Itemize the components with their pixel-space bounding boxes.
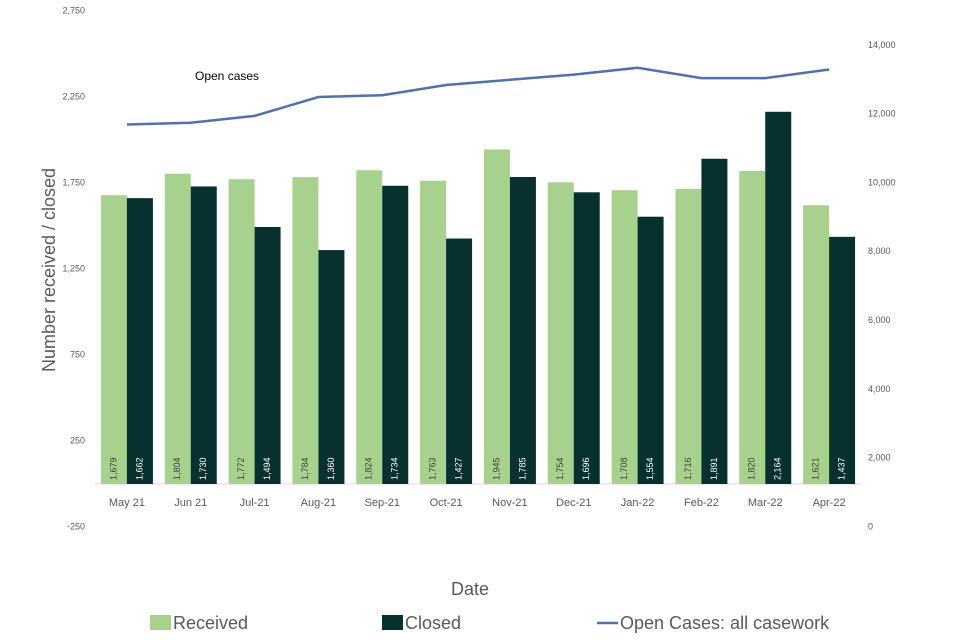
data-label: 1,754 bbox=[555, 457, 565, 480]
bar bbox=[228, 179, 255, 484]
y2-tick-label: 12,000 bbox=[868, 109, 896, 119]
y2-tick-label: 4,000 bbox=[868, 384, 891, 394]
data-label: 1,763 bbox=[427, 457, 437, 480]
x-tick-label: Dec-21 bbox=[556, 497, 591, 509]
y2-tick-label: 8,000 bbox=[868, 246, 891, 256]
y-tick-label: 750 bbox=[70, 349, 85, 359]
x-tick-label: Jun 21 bbox=[174, 497, 207, 509]
legend-swatch bbox=[382, 615, 403, 630]
data-label: 1,494 bbox=[262, 457, 272, 480]
x-tick-label: Apr-22 bbox=[813, 497, 846, 509]
y-tick-label: 1,250 bbox=[62, 263, 85, 273]
y-tick-label: -250 bbox=[67, 521, 85, 531]
bar bbox=[509, 176, 536, 485]
bar bbox=[547, 182, 574, 484]
bar bbox=[611, 190, 638, 484]
legend-label: Open Cases: all casework bbox=[620, 613, 830, 633]
bar bbox=[100, 195, 127, 484]
data-label: 1,804 bbox=[172, 457, 182, 480]
x-tick-label: Feb-22 bbox=[684, 497, 719, 509]
data-label: 1,679 bbox=[108, 457, 118, 480]
bar bbox=[356, 170, 383, 484]
bar bbox=[446, 238, 473, 484]
data-label: 1,891 bbox=[709, 457, 719, 480]
x-axis-title: Date bbox=[451, 579, 489, 599]
data-label: 1,772 bbox=[236, 457, 246, 480]
data-label: 1,734 bbox=[390, 457, 400, 480]
legend-swatch bbox=[150, 615, 171, 630]
bar bbox=[637, 216, 664, 484]
bar bbox=[190, 186, 217, 484]
bar bbox=[382, 185, 409, 484]
bar bbox=[829, 236, 856, 484]
data-label: 1,730 bbox=[198, 457, 208, 480]
line bbox=[126, 66, 830, 126]
x-tick-label: Sep-21 bbox=[365, 497, 400, 509]
y-tick-label: 2,250 bbox=[62, 91, 85, 101]
bar bbox=[164, 173, 191, 484]
bar bbox=[292, 177, 319, 485]
data-label: 1,437 bbox=[836, 457, 846, 480]
data-label: 1,696 bbox=[581, 457, 591, 480]
bar bbox=[126, 198, 153, 485]
data-label: 1,708 bbox=[619, 457, 629, 480]
bar bbox=[701, 158, 728, 485]
data-label: 1,716 bbox=[683, 457, 693, 480]
data-label: 1,824 bbox=[364, 457, 374, 480]
data-label: 1,554 bbox=[645, 457, 655, 480]
y2-tick-label: 0 bbox=[868, 521, 873, 531]
y2-tick-label: 6,000 bbox=[868, 315, 891, 325]
data-label: 1,945 bbox=[491, 457, 501, 480]
bar bbox=[483, 149, 510, 484]
data-label: 1,427 bbox=[453, 457, 463, 480]
y2-tick-label: 14,000 bbox=[868, 40, 896, 50]
bar bbox=[318, 250, 345, 484]
bar bbox=[420, 180, 447, 485]
x-tick-label: Jan-22 bbox=[621, 497, 655, 509]
x-tick-label: May 21 bbox=[109, 497, 145, 509]
legend-label: Closed bbox=[405, 613, 461, 633]
x-tick-label: Mar-22 bbox=[748, 497, 783, 509]
y-tick-label: 1,750 bbox=[62, 177, 85, 187]
y2-tick-label: 2,000 bbox=[868, 453, 891, 463]
legend-label: Received bbox=[173, 613, 248, 633]
data-label: 1,785 bbox=[517, 457, 527, 480]
data-label: 1,360 bbox=[326, 457, 336, 480]
data-label: 1,662 bbox=[134, 457, 144, 480]
bar bbox=[573, 192, 600, 484]
bar bbox=[803, 205, 830, 485]
y-tick-label: 2,750 bbox=[62, 5, 85, 15]
x-tick-label: Jul-21 bbox=[240, 497, 270, 509]
x-tick-label: Aug-21 bbox=[301, 497, 336, 509]
bar bbox=[254, 227, 281, 485]
bar bbox=[765, 111, 792, 485]
data-label: 2,164 bbox=[773, 457, 783, 480]
bar bbox=[675, 188, 702, 484]
annotation: Open cases bbox=[195, 69, 259, 83]
data-label: 1,820 bbox=[747, 457, 757, 480]
y-tick-label: 250 bbox=[70, 435, 85, 445]
y2-tick-label: 10,000 bbox=[868, 177, 896, 187]
x-tick-label: Nov-21 bbox=[492, 497, 527, 509]
y-axis-title: Number received / closed bbox=[39, 168, 59, 372]
x-tick-label: Oct-21 bbox=[430, 497, 463, 509]
data-label: 1,784 bbox=[300, 457, 310, 480]
data-label: 1,621 bbox=[810, 457, 820, 480]
bar bbox=[739, 170, 766, 484]
